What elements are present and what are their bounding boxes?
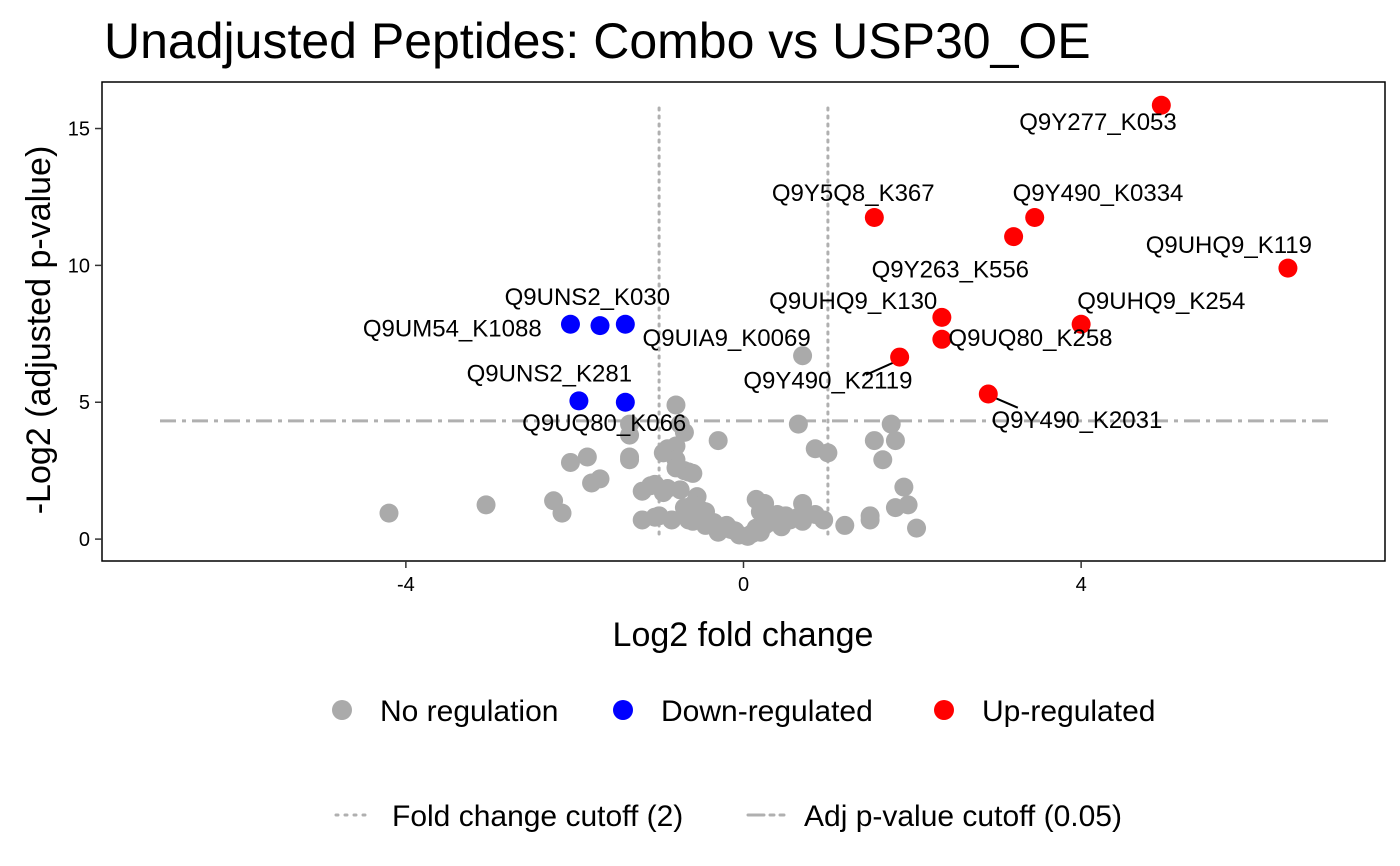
point-label: Q9Y490_K2119 (743, 368, 912, 395)
data-point-no-regulation (881, 414, 901, 434)
data-point-no-regulation (755, 494, 775, 514)
point-label: Q9Y490_K2031 (992, 407, 1163, 434)
x-axis-title: Log2 fold change (613, 616, 874, 654)
data-point-no-regulation (835, 515, 855, 535)
data-point-no-regulation (818, 443, 838, 463)
data-point-no-regulation (708, 431, 728, 451)
y-tick-label: 10 (68, 255, 90, 277)
data-point-no-regulation (814, 510, 834, 530)
point-label: Q9UNS2_K030 (505, 284, 670, 311)
data-point-down-regulated (615, 314, 635, 334)
legend-color: No regulation Down-regulated Up-regulated (332, 695, 1155, 728)
legend-linetype: Fold change cutoff (2) Adj p-value cutoff… (334, 800, 1122, 833)
legend-label: Down-regulated (661, 695, 873, 728)
point-label: Q9UQ80_K258 (948, 325, 1112, 352)
data-point-up-regulated (932, 329, 952, 349)
data-point-no-regulation (379, 503, 399, 523)
point-label: Q9UQ80_K066 (522, 410, 686, 437)
x-axis: -4 0 4 (397, 561, 1087, 596)
point-label: Q9UHQ9_K254 (1077, 288, 1245, 315)
plot-panel-border (101, 81, 1386, 562)
point-label: Q9UHQ9_K130 (769, 288, 937, 315)
y-axis-title: -Log2 (adjusted p-value) (20, 146, 58, 515)
data-point-up-regulated (1071, 314, 1091, 334)
legend-key-no-regulation (332, 700, 352, 720)
data-point-no-regulation (552, 503, 572, 523)
legend-key-down-regulated (613, 700, 633, 720)
legend-label: No regulation (380, 695, 558, 728)
x-tick-label: 0 (738, 574, 749, 596)
data-point-no-regulation (670, 480, 690, 500)
point-label: Q9UM54_K1088 (363, 316, 542, 343)
label-connector (992, 395, 1019, 409)
data-point-down-regulated (569, 391, 589, 411)
data-point-down-regulated (560, 314, 580, 334)
data-point-no-regulation (620, 450, 640, 470)
plot-area: Q9Y277_K053 Q9Y5Q8_K367 Q9Y490_K0334 Q9UHQ9… (101, 81, 1386, 562)
data-point-no-regulation (898, 495, 918, 515)
data-point-no-regulation (788, 414, 808, 434)
data-point-no-regulation (793, 346, 813, 366)
data-point-up-regulated (864, 207, 884, 227)
point-label: Q9UNS2_K281 (467, 361, 632, 388)
data-point-up-regulated (1278, 258, 1298, 278)
point-label: Q9Y263_K556 (872, 257, 1029, 284)
point-label: Q9Y277_K053 (1019, 109, 1176, 136)
point-label: Q9UIA9_K0069 (643, 325, 811, 352)
cutoff-lines (160, 106, 1330, 542)
data-point-up-regulated (978, 384, 998, 404)
point-label: Q9UHQ9_K119 (1146, 232, 1312, 259)
data-point-no-regulation (620, 414, 640, 434)
data-point-no-regulation (771, 517, 791, 537)
legend-line-label: Adj p-value cutoff (0.05) (804, 800, 1122, 833)
data-point-no-regulation (674, 422, 694, 442)
x-tick-label: 4 (1076, 574, 1087, 596)
data-point-no-regulation (577, 447, 597, 467)
data-point-up-regulated (1151, 95, 1171, 115)
data-point-up-regulated (890, 347, 910, 367)
data-point-no-regulation (873, 450, 893, 470)
chart-title: Unadjusted Peptides: Combo vs USP30_OE (104, 13, 1091, 69)
data-point-no-regulation (683, 463, 703, 483)
data-point-up-regulated (1025, 207, 1045, 227)
data-point-no-regulation (793, 494, 813, 514)
data-point-no-regulation (704, 513, 724, 533)
data-point-no-regulation (860, 510, 880, 530)
x-tick-label: -4 (397, 574, 415, 596)
y-tick-label: 5 (79, 392, 90, 414)
data-point-down-regulated (590, 316, 610, 336)
data-point-no-regulation (476, 495, 496, 515)
legend-line-label: Fold change cutoff (2) (392, 800, 683, 833)
data-point-no-regulation (885, 431, 905, 451)
data-point-no-regulation (560, 452, 580, 472)
y-tick-label: 15 (68, 119, 90, 141)
point-label: Q9Y5Q8_K367 (772, 180, 935, 207)
data-points (379, 95, 1298, 546)
data-point-down-regulated (615, 392, 635, 412)
data-point-up-regulated (932, 307, 952, 327)
data-point-up-regulated (1004, 227, 1024, 247)
y-tick-label: 0 (79, 529, 90, 551)
y-axis: 0 5 10 15 (68, 119, 102, 551)
data-point-no-regulation (662, 510, 682, 530)
data-point-no-regulation (894, 477, 914, 497)
data-point-no-regulation (590, 469, 610, 489)
data-point-no-regulation (666, 395, 686, 415)
data-point-no-regulation (907, 518, 927, 538)
data-point-no-regulation (666, 458, 686, 478)
point-labels: Q9Y277_K053 Q9Y5Q8_K367 Q9Y490_K0334 Q9UHQ9… (363, 109, 1312, 437)
point-label: Q9Y490_K0334 (1013, 180, 1184, 207)
legend-key-up-regulated (934, 700, 954, 720)
data-point-no-regulation (864, 431, 884, 451)
legend-label: Up-regulated (982, 695, 1155, 728)
